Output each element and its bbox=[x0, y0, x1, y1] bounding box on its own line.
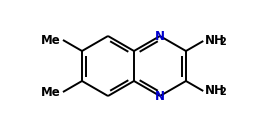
Text: NH: NH bbox=[205, 84, 225, 97]
Text: N: N bbox=[155, 30, 165, 43]
Text: 2: 2 bbox=[219, 87, 226, 97]
Text: 2: 2 bbox=[219, 37, 226, 47]
Text: N: N bbox=[155, 90, 165, 103]
Text: NH: NH bbox=[205, 34, 225, 47]
Text: Me: Me bbox=[41, 34, 61, 47]
Text: Me: Me bbox=[41, 86, 61, 99]
